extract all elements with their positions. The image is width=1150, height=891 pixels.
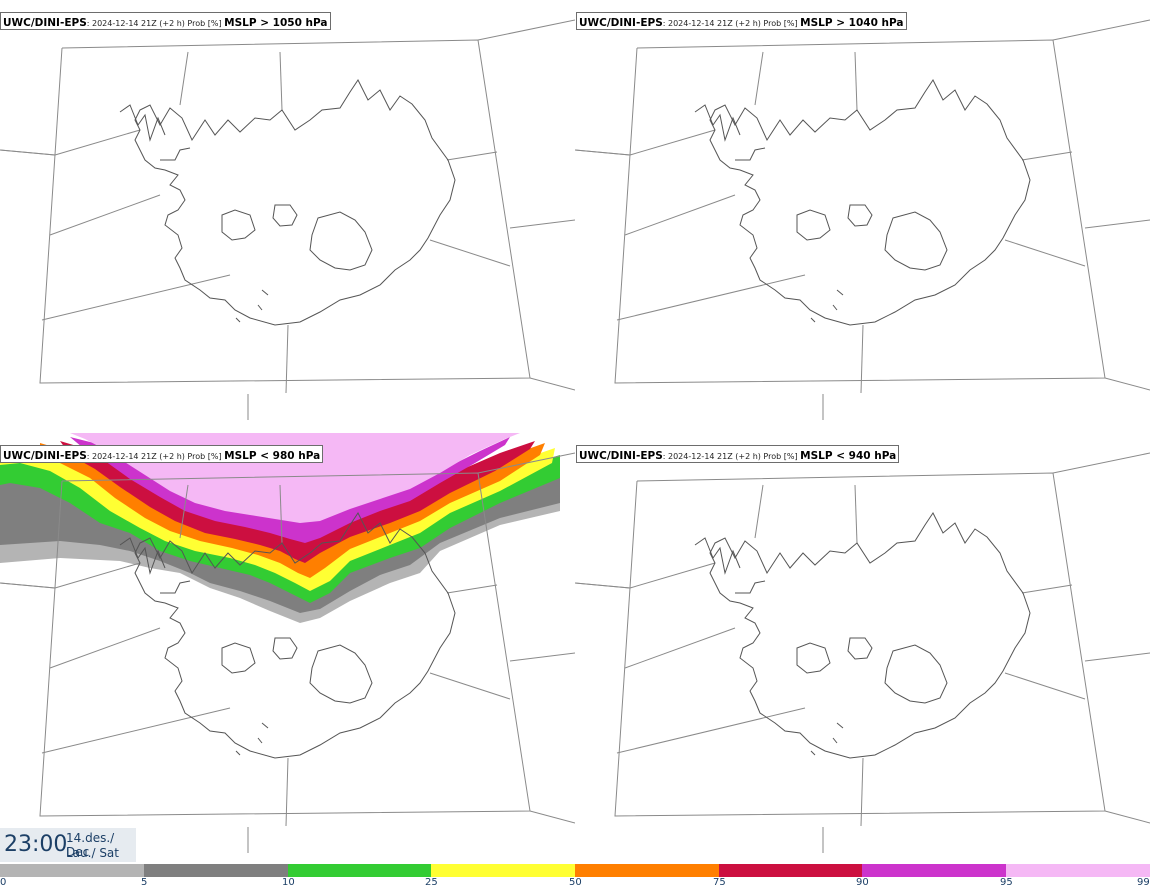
map-panel-mslp-gt-1050: UWC/DINI-EPS: 2024-12-14 21Z (+2 h) Prob… xyxy=(0,0,575,433)
model-name: UWC/DINI-EPS xyxy=(3,17,87,29)
map-panel-mslp-gt-1040: UWC/DINI-EPS: 2024-12-14 21Z (+2 h) Prob… xyxy=(575,0,1150,433)
colorbar-tick: 90 xyxy=(856,877,869,888)
run-info: : 2024-12-14 21Z (+2 h) Prob [%] xyxy=(662,19,801,28)
valid-time-clock: 23:00 xyxy=(4,832,68,857)
colorbar-seg-5-10 xyxy=(144,864,288,877)
threshold-label: MSLP > 1050 hPa xyxy=(224,17,328,29)
colorbar-tick: 10 xyxy=(282,877,295,888)
colorbar-tick: 0 xyxy=(0,877,7,888)
run-info: : 2024-12-14 21Z (+2 h) Prob [%] xyxy=(86,452,225,461)
run-info: : 2024-12-14 21Z (+2 h) Prob [%] xyxy=(662,452,801,461)
colorbar-seg-95-99 xyxy=(1006,864,1150,877)
colorbar-tick: 95 xyxy=(1000,877,1013,888)
map-panel-mslp-lt-980: UWC/DINI-EPS: 2024-12-14 21Z (+2 h) Prob… xyxy=(0,433,575,866)
map-canvas xyxy=(575,19,1150,421)
model-name: UWC/DINI-EPS xyxy=(579,450,663,462)
colorbar-seg-25-50 xyxy=(431,864,575,877)
colorbar-tick: 50 xyxy=(569,877,582,888)
colorbar-tick: 5 xyxy=(141,877,148,888)
threshold-label: MSLP > 1040 hPa xyxy=(800,17,904,29)
map-panel-mslp-lt-940: UWC/DINI-EPS: 2024-12-14 21Z (+2 h) Prob… xyxy=(575,433,1150,866)
map-canvas xyxy=(0,433,575,854)
model-name: UWC/DINI-EPS xyxy=(3,450,87,462)
map-canvas xyxy=(575,452,1150,854)
colorbar-tick: 25 xyxy=(425,877,438,888)
model-name: UWC/DINI-EPS xyxy=(579,17,663,29)
colorbar-seg-75-90 xyxy=(719,864,863,877)
colorbar-seg-10-25 xyxy=(288,864,432,877)
panel-title: UWC/DINI-EPS: 2024-12-14 21Z (+2 h) Prob… xyxy=(576,445,900,463)
colorbar-seg-90-95 xyxy=(862,864,1006,877)
panel-title: UWC/DINI-EPS: 2024-12-14 21Z (+2 h) Prob… xyxy=(0,445,324,463)
valid-date: 14.des./ Dec xyxy=(66,831,115,859)
valid-time-box: 23:00 14.des./ Dec Lau./ Sat xyxy=(0,828,136,862)
probability-colorbar: 0 5 10 25 50 75 90 95 99 xyxy=(0,862,1150,891)
colorbar-tick: 99 xyxy=(1137,877,1150,888)
colorbar-tick: 75 xyxy=(713,877,726,888)
panel-title: UWC/DINI-EPS: 2024-12-14 21Z (+2 h) Prob… xyxy=(0,12,331,30)
prob-band-95-99 xyxy=(70,437,510,543)
colorbar-seg-0-5 xyxy=(0,864,144,877)
run-info: : 2024-12-14 21Z (+2 h) Prob [%] xyxy=(86,19,225,28)
threshold-label: MSLP < 980 hPa xyxy=(224,450,321,462)
colorbar-seg-50-75 xyxy=(575,864,719,877)
threshold-label: MSLP < 940 hPa xyxy=(800,450,897,462)
panel-title: UWC/DINI-EPS: 2024-12-14 21Z (+2 h) Prob… xyxy=(576,12,907,30)
map-canvas xyxy=(0,19,575,421)
valid-weekday: Lau./ Sat xyxy=(66,846,119,860)
